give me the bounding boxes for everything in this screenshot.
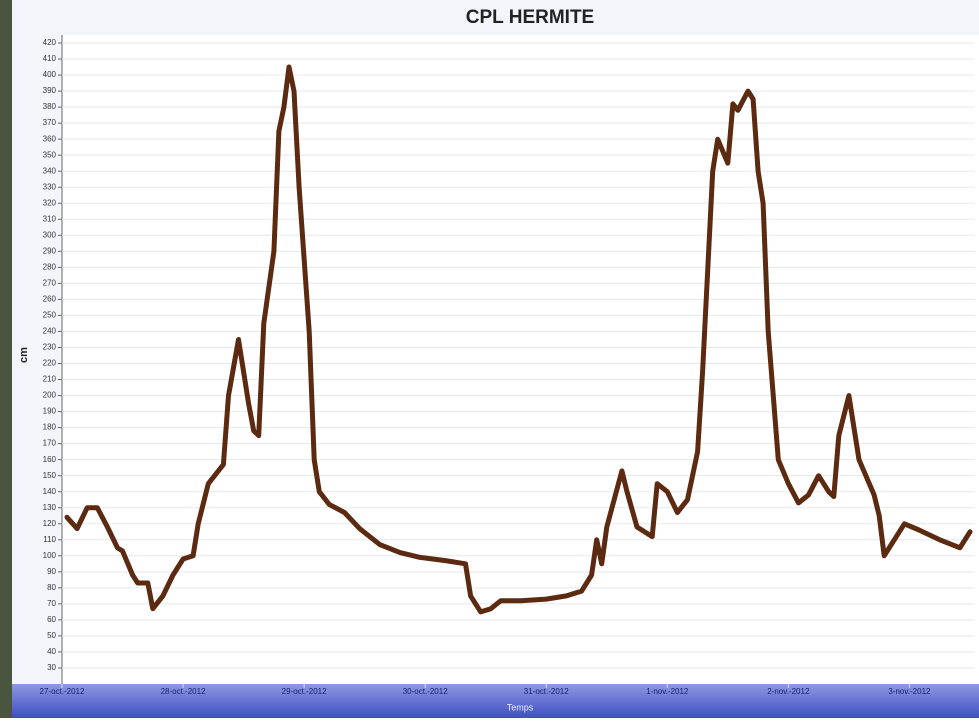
y-tick-label: 90 [47, 567, 56, 576]
y-tick-label: 170 [43, 439, 57, 448]
y-tick-label: 130 [43, 503, 57, 512]
y-tick-label: 210 [43, 375, 57, 384]
y-tick-label: 70 [47, 599, 56, 608]
side-strip [0, 0, 12, 718]
y-tick-label: 260 [43, 295, 57, 304]
y-tick-label: 380 [43, 102, 57, 111]
y-tick-label: 250 [43, 311, 57, 320]
y-tick-label: 190 [43, 407, 57, 416]
y-tick-label: 300 [43, 230, 57, 239]
y-tick-label: 100 [43, 551, 57, 560]
y-tick-label: 160 [43, 455, 57, 464]
y-tick-label: 110 [43, 535, 56, 544]
chart: CPL HERMITE cm Temps 30 40 50 60 70 80 90 100 11… [0, 0, 979, 718]
x-tick-label: 2-nov.-2012 [767, 687, 810, 696]
x-axis-band [12, 684, 979, 718]
y-tick-label: 120 [43, 519, 57, 528]
y-tick-label: 360 [43, 134, 57, 143]
x-tick-label: 27-oct.-2012 [40, 687, 85, 696]
y-axis-label: cm [18, 347, 30, 363]
y-tick-label: 80 [47, 583, 56, 592]
y-tick-label: 330 [43, 182, 57, 191]
page: {"chart_data": {"type": "line", "title":… [0, 0, 979, 718]
y-tick-label: 420 [43, 38, 57, 47]
chart-title: CPL HERMITE [466, 7, 594, 28]
y-tick-label: 60 [47, 615, 56, 624]
y-tick-label: 370 [43, 118, 57, 127]
x-tick-label: 29-oct.-2012 [282, 687, 327, 696]
y-tick-label: 150 [43, 471, 57, 480]
x-axis-label: Temps [507, 702, 534, 712]
y-tick-label: 50 [47, 631, 56, 640]
y-tick-label: 240 [43, 327, 57, 336]
y-tick-label: 280 [43, 262, 57, 271]
y-tick-label: 410 [43, 54, 57, 63]
y-tick-label: 230 [43, 343, 57, 352]
x-tick-label: 30-oct.-2012 [403, 687, 448, 696]
y-tick-label: 200 [43, 391, 57, 400]
y-tick-label: 30 [47, 663, 56, 672]
y-tick-label: 320 [43, 198, 57, 207]
x-tick-label: 3-nov.-2012 [888, 687, 931, 696]
y-tick-label: 270 [43, 278, 57, 287]
y-tick-label: 220 [43, 359, 57, 368]
plot-area [62, 35, 979, 684]
y-tick-label: 400 [43, 70, 57, 79]
y-tick-label: 310 [43, 214, 57, 223]
y-tick-label: 350 [43, 150, 57, 159]
x-tick-label: 31-oct.-2012 [524, 687, 569, 696]
x-tick-label: 1-nov.-2012 [646, 687, 689, 696]
y-tick-label: 40 [47, 647, 56, 656]
y-tick-label: 290 [43, 246, 57, 255]
x-tick-label: 28-oct.-2012 [161, 687, 206, 696]
y-tick-label: 180 [43, 423, 57, 432]
y-tick-label: 140 [43, 487, 57, 496]
y-tick-label: 390 [43, 86, 57, 95]
y-tick-label: 340 [43, 166, 57, 175]
